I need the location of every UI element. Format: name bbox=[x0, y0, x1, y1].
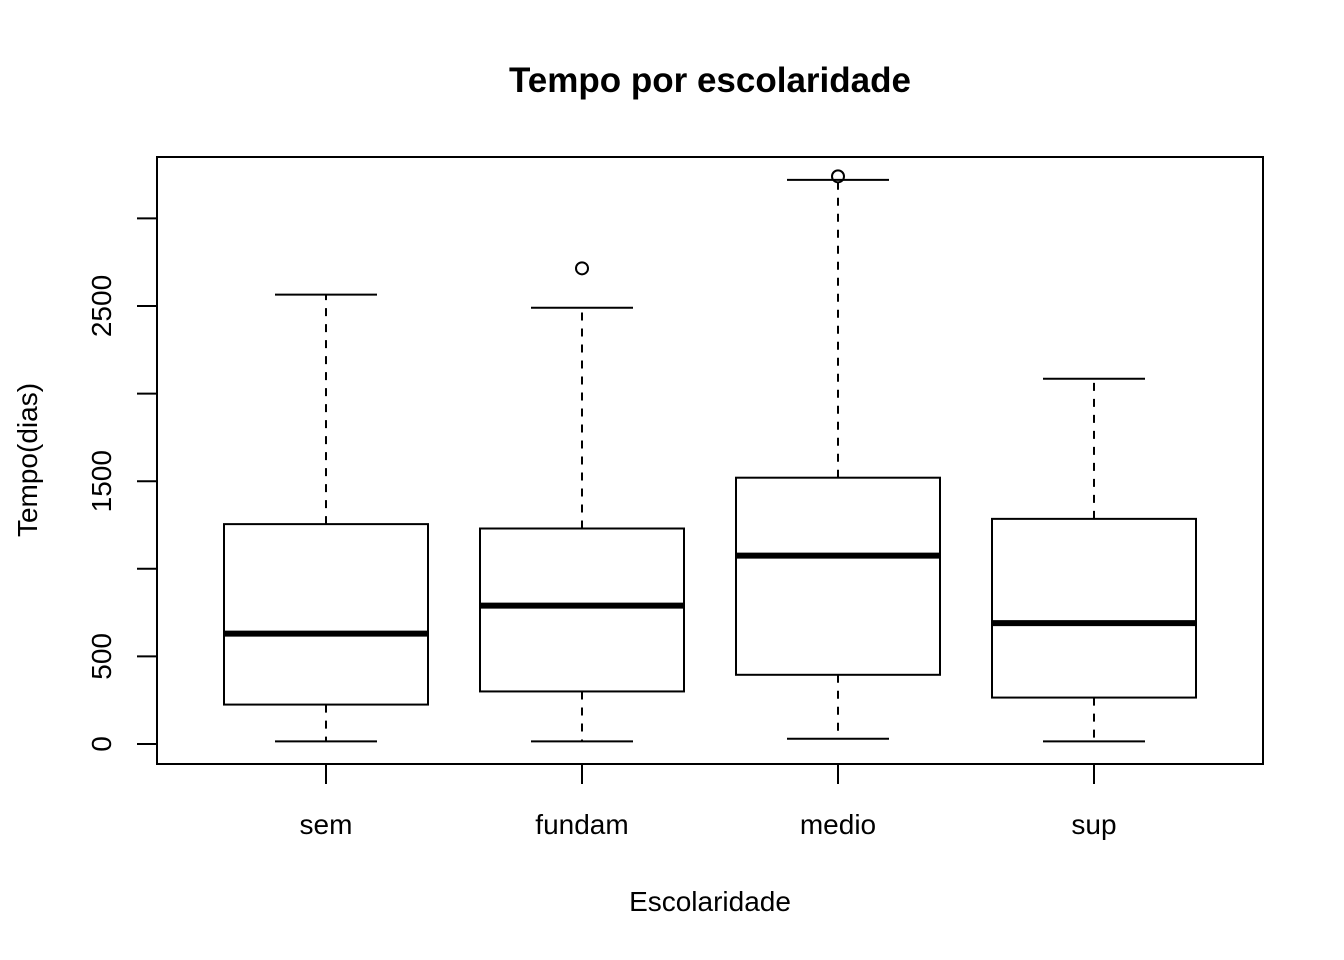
chart-title: Tempo por escolaridade bbox=[509, 61, 911, 100]
box-fundam bbox=[479, 261, 685, 743]
x-axis-label: Escolaridade bbox=[629, 886, 791, 917]
boxes-group bbox=[223, 169, 1197, 743]
box-body bbox=[991, 517, 1197, 699]
box-body bbox=[223, 523, 429, 706]
y-tick-label: 0 bbox=[86, 736, 117, 752]
box-body bbox=[479, 527, 685, 693]
box-medio bbox=[735, 169, 941, 740]
plot-frame bbox=[156, 156, 1264, 765]
y-tick-label: 1500 bbox=[86, 450, 117, 512]
x-tick-label: sup bbox=[1071, 809, 1116, 840]
x-tick-label: sem bbox=[300, 809, 353, 840]
box-sem bbox=[223, 293, 429, 743]
box-sup bbox=[991, 377, 1197, 743]
outlier-point bbox=[831, 169, 845, 184]
y-tick-label: 500 bbox=[86, 633, 117, 680]
y-axis-label: Tempo(dias) bbox=[12, 383, 43, 537]
x-tick-label: fundam bbox=[535, 809, 628, 840]
x-axis: sem fundam medio sup bbox=[300, 764, 1117, 840]
x-tick-label: medio bbox=[800, 809, 876, 840]
y-tick-label: 2500 bbox=[86, 275, 117, 337]
box-body bbox=[735, 476, 941, 676]
y-axis: 0 500 1500 2500 bbox=[86, 217, 157, 752]
outlier-point bbox=[575, 261, 589, 276]
